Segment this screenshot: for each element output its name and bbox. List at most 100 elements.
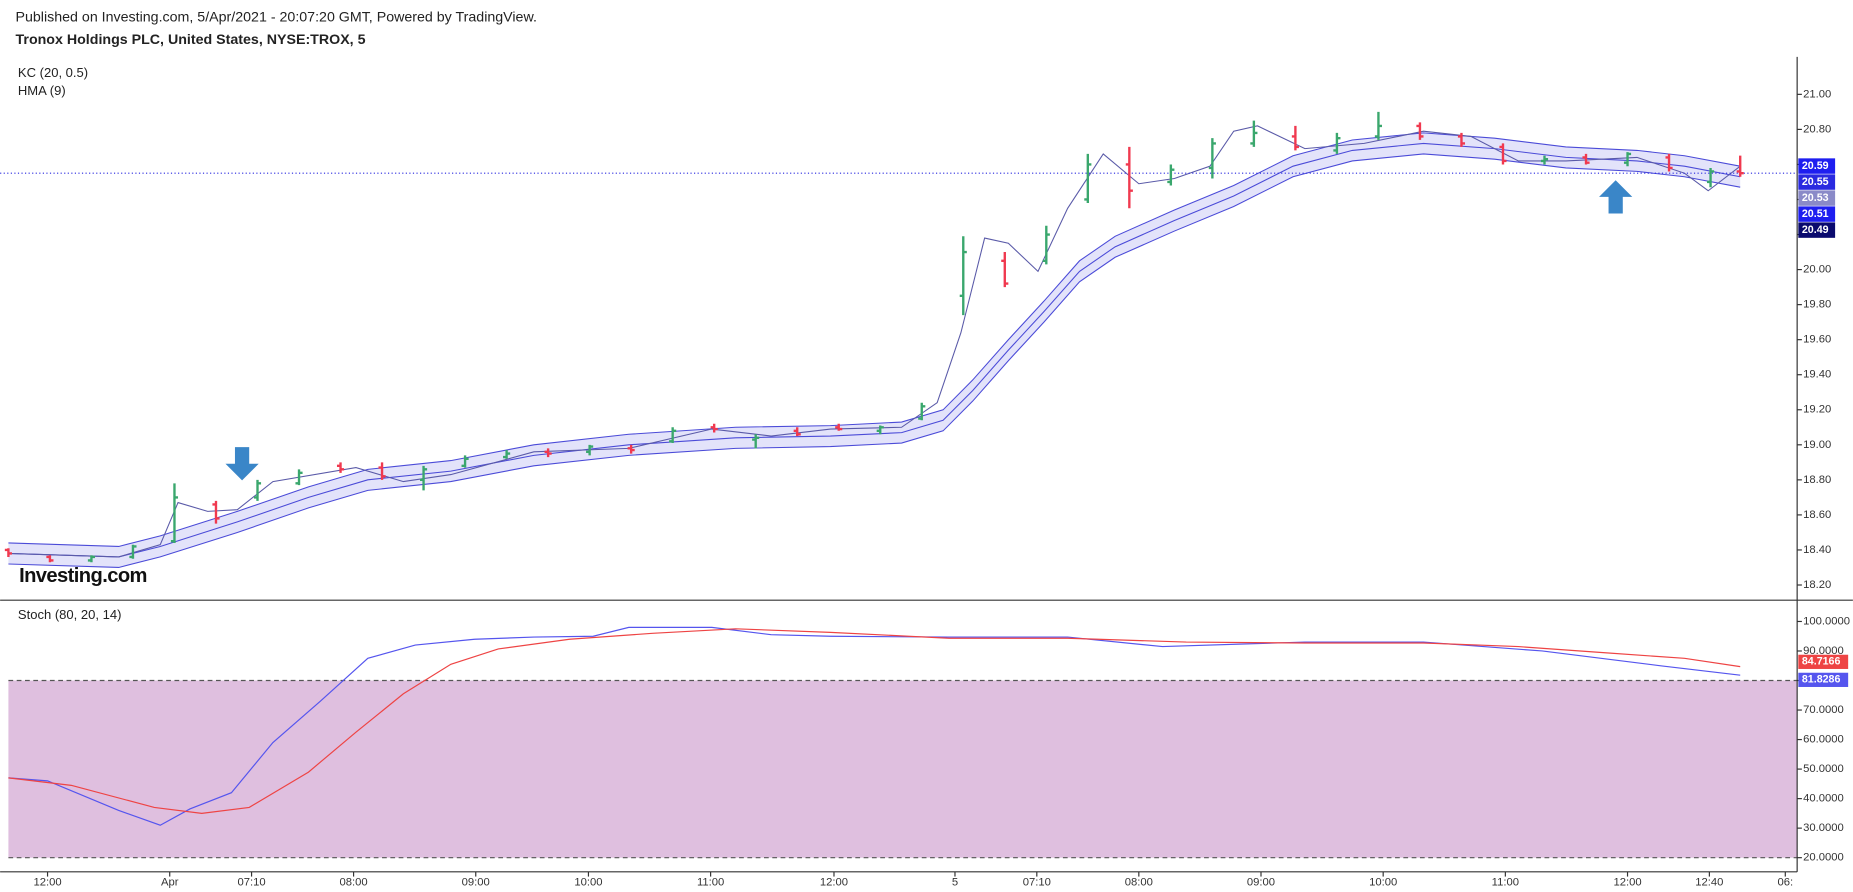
hma-line: [8, 125, 1741, 558]
ohlc-bar: [253, 479, 262, 501]
ohlc-bar: [710, 423, 718, 433]
ohlc-bar: [212, 500, 220, 524]
x-tick-label: 11:00: [697, 876, 724, 888]
y-tick-label: 90.0000: [1803, 645, 1844, 657]
x-tick-label: 08:00: [1125, 876, 1153, 888]
x-tick-label: 07:10: [1023, 876, 1051, 888]
ohlc-bar: [129, 544, 137, 559]
ohlc-bar: [4, 548, 12, 557]
watermark: Investing.com: [19, 565, 147, 587]
y-tick-label: 30.0000: [1803, 822, 1844, 834]
instrument-title: Tronox Holdings PLC, United States, NYSE…: [16, 32, 366, 48]
ohlc-bar: [1540, 155, 1549, 165]
y-tick-label: 19.40: [1803, 369, 1831, 381]
y-tick-label: 18.40: [1803, 544, 1831, 556]
ohlc-bar: [586, 444, 594, 456]
arrow-up: [1599, 180, 1633, 214]
y-tick-label: 20.0000: [1803, 852, 1844, 864]
ohlc-bar: [544, 448, 552, 458]
ohlc-bar: [336, 462, 345, 473]
x-tick-label: 07:10: [237, 876, 265, 888]
ohlc-bar: [295, 469, 303, 486]
ohlc-bar: [1291, 125, 1299, 151]
ohlc-bar: [752, 434, 760, 449]
ohlc-bar: [378, 462, 386, 480]
ohlc-bar: [627, 444, 635, 454]
price-tag: [1798, 174, 1836, 190]
ohlc-bar: [876, 425, 884, 435]
x-tick-label: 10:00: [574, 876, 602, 888]
ohlc-bar: [46, 555, 54, 563]
plot-layer: 18.20 18.40 18.60 18.80 19.00 19.20 19.40 19.60…: [0, 88, 1850, 888]
ohlc-bar: [918, 402, 926, 421]
ohlc-bar: [1736, 155, 1744, 177]
y-tick-label: 18.80: [1803, 474, 1831, 486]
y-tick-label: 50.0000: [1803, 763, 1844, 775]
y-tick-label: 19.00: [1803, 439, 1831, 451]
indicator-legend: HMA (9): [18, 83, 66, 98]
ohlc-bar: [420, 465, 428, 491]
ohlc-bar: [1457, 132, 1466, 147]
x-tick-label: 09:00: [1247, 876, 1275, 888]
x-tick-label: 11:00: [1492, 876, 1519, 888]
ohlc-bar: [1374, 111, 1382, 140]
y-tick-label: 18.60: [1803, 509, 1831, 521]
ohlc-bar: [1125, 146, 1133, 209]
y-tick-label: 19.20: [1803, 404, 1831, 416]
kc-lower: [8, 153, 1741, 568]
ohlc-bar: [1042, 225, 1050, 265]
last-value-tag: [1798, 654, 1849, 669]
y-tick-label: 21.00: [1803, 88, 1831, 100]
price-tag: [1798, 206, 1836, 222]
x-tick-label: 12:40: [1695, 876, 1723, 888]
stoch-title: Stoch (80, 20, 14): [18, 607, 122, 622]
published-note: Published on Investing.com, 5/Apr/2021 -…: [16, 10, 537, 26]
ohlc-bar: [461, 455, 469, 468]
last-value-label: 84.7166: [1802, 656, 1841, 668]
ohlc-bar: [1665, 153, 1673, 172]
last-value-tag: [1798, 672, 1849, 687]
price-tag-label: 20.51: [1802, 208, 1829, 220]
ohlc-bar: [1333, 132, 1341, 154]
price-tag: [1798, 222, 1836, 238]
y-tick-label: 19.80: [1803, 299, 1831, 311]
ohlc-bar: [170, 483, 179, 543]
ohlc-bar: [959, 236, 967, 316]
price-tag: [1798, 190, 1836, 206]
y-tick-label: 18.20: [1803, 579, 1831, 591]
ohlc-bar: [1416, 122, 1424, 140]
stoch-line: [8, 628, 1741, 814]
x-tick-label: 09:00: [462, 876, 490, 888]
price-tag-label: 20.53: [1802, 192, 1829, 204]
ohlc-bar: [1499, 143, 1507, 165]
ohlc-bar: [1167, 164, 1175, 186]
ohlc-bar: [503, 450, 511, 459]
x-tick-label: 5: [952, 876, 958, 888]
x-tick-label: 06:: [1777, 876, 1793, 888]
ohlc-bar: [1250, 120, 1258, 147]
x-tick-label: 10:00: [1369, 876, 1397, 888]
ohlc-bar: [1707, 167, 1715, 188]
y-tick-label: 70.0000: [1803, 704, 1844, 716]
indicator-legend: KC (20, 0.5): [18, 65, 88, 80]
y-tick-label: 20.00: [1803, 264, 1831, 276]
x-tick-label: 12:00: [33, 876, 61, 888]
price-tag-label: 20.55: [1802, 176, 1829, 188]
x-tick-label: 08:00: [340, 876, 368, 888]
kc-middle: [8, 142, 1741, 558]
price-tag: [1798, 158, 1836, 174]
price-tag-label: 20.49: [1802, 224, 1829, 236]
arrow-down: [225, 447, 259, 481]
ohlc-bar: [1623, 152, 1632, 167]
ohlc-bar: [835, 423, 843, 431]
x-tick-label: 12:00: [820, 876, 848, 888]
x-tick-label: 12:00: [1613, 876, 1641, 888]
y-tick-label: 40.0000: [1803, 793, 1844, 805]
oversold-band: [8, 680, 1798, 858]
ohlc-bar: [1001, 252, 1009, 288]
ohlc-bar: [1084, 153, 1092, 203]
y-tick-label: 100.0000: [1803, 615, 1850, 627]
ohlc-bar: [669, 427, 677, 444]
